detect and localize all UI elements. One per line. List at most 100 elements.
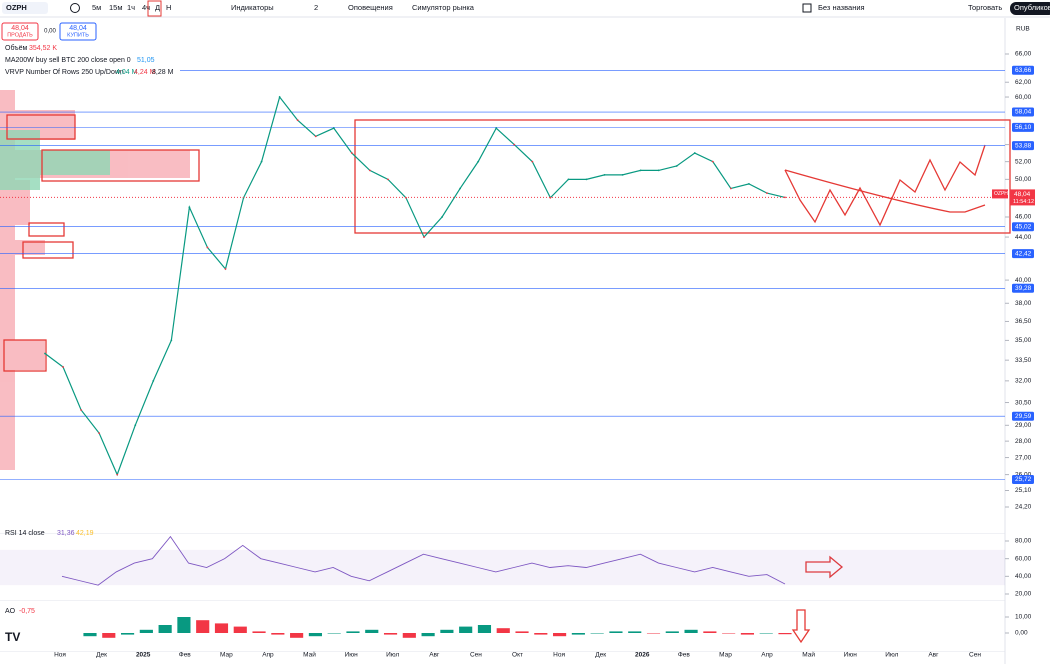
ao-bar (214, 623, 229, 633)
layouts[interactable]: 2 (314, 3, 318, 12)
y-tick-label: 26,00 (1015, 471, 1032, 478)
ao-tick-label: 0,00 (1015, 630, 1028, 637)
ao-bar (534, 633, 548, 635)
interval[interactable]: 4ч (142, 3, 150, 12)
spread: 0,00 (44, 29, 56, 35)
ao-bar (383, 633, 398, 635)
y-tick-label: 66,00 (1015, 51, 1032, 58)
buy-btn[interactable] (59, 22, 97, 41)
sell-price[interactable]: 48,04 (11, 25, 29, 32)
price-point (368, 169, 371, 172)
ao-tick-label: 10,00 (1015, 614, 1032, 621)
x-tick-label: Июл (885, 652, 898, 659)
pane-sep (0, 600, 1005, 601)
interval[interactable]: 1ч (127, 3, 135, 12)
y-tick-label: 29,00 (1015, 422, 1032, 429)
y-tick-label: 38,00 (1015, 300, 1032, 307)
level-box (1012, 283, 1034, 293)
symbol-box[interactable] (2, 2, 48, 14)
x-tick-label: Ноя (54, 652, 66, 659)
symbol[interactable]: OZPH (6, 3, 27, 12)
price-point (513, 143, 516, 146)
ao-bar (177, 617, 191, 633)
last-label: 48,04 (1014, 191, 1031, 198)
price-point (585, 178, 588, 181)
x-tick-label: Май (802, 651, 815, 659)
replay[interactable]: Симулятор рынка (412, 3, 475, 12)
sell-btn[interactable] (1, 22, 39, 41)
interval[interactable]: 15м (109, 3, 123, 12)
level-label: 39,28 (1015, 285, 1032, 292)
price-point (62, 366, 64, 368)
buy[interactable]: КУПИТЬ (67, 32, 89, 38)
publish[interactable]: Опубликовать (1014, 3, 1050, 12)
price-point (44, 352, 46, 355)
pane-sep (0, 533, 1005, 534)
y-tick-label: 33,50 (1015, 357, 1032, 364)
vrvp-up: 4,04 M (116, 69, 138, 76)
ao-bar (609, 631, 623, 633)
ao-bar (139, 629, 153, 633)
x-tick-label: Апр (262, 652, 274, 659)
x-tick-label: Ноя (553, 652, 565, 659)
trade[interactable]: Торговать (968, 3, 1002, 12)
ao-bar (233, 626, 247, 633)
x-tick-label: Июн (345, 652, 359, 659)
y-tick-label: 32,00 (1015, 378, 1032, 385)
price-point (621, 173, 624, 176)
x-tick-label: Дек (96, 652, 107, 659)
x-tick-label: Июн (844, 652, 858, 659)
rsi-legend: RSI 14 close (5, 530, 45, 537)
price-point (80, 409, 82, 411)
ao-bar (684, 629, 698, 633)
interval[interactable]: Д (155, 3, 160, 12)
ao-bar (365, 629, 379, 633)
rsi-tick-label: 40,00 (1015, 573, 1032, 580)
y-tick-label: 50,00 (1015, 176, 1032, 183)
ao-bar (628, 631, 642, 633)
annot-box (147, 0, 162, 17)
x-tick-label: Сен (969, 652, 981, 659)
level-box (1012, 249, 1034, 259)
sell[interactable]: ПРОДАТЬ (7, 32, 33, 38)
y-tick-label: 60,00 (1015, 94, 1032, 101)
interval[interactable]: 5м (92, 3, 101, 12)
symbol-tag-label: OZPH (994, 191, 1008, 197)
compare-icon[interactable] (70, 3, 80, 13)
publish-btn[interactable] (1010, 2, 1050, 15)
ao-bar (290, 633, 304, 638)
ao-bar (703, 631, 717, 633)
ao-bar (102, 633, 116, 638)
ao-bar (252, 631, 266, 633)
layout-name[interactable]: Без названия (818, 3, 865, 12)
price-point (748, 182, 750, 185)
vrvp-down: 4,24 M (134, 69, 156, 76)
level-label: 56,10 (1015, 124, 1032, 131)
symbol-tag (992, 189, 1008, 199)
y-tick-label: 24,20 (1015, 504, 1032, 511)
interval[interactable]: Н (166, 3, 171, 12)
drawings (3, 114, 1011, 644)
buy-price[interactable]: 48,04 (69, 25, 87, 32)
ao-bar (740, 633, 755, 635)
ao-bar (759, 633, 773, 634)
indicators[interactable]: Индикаторы (231, 3, 274, 12)
ao-bar (553, 633, 567, 637)
price-point (459, 187, 462, 190)
ao-bar (440, 629, 454, 633)
checkbox[interactable] (802, 3, 812, 13)
x-tick-label: Авг (429, 652, 440, 659)
pane-sep (0, 651, 1005, 652)
vrvp-legend: VRVP Number Of Rows 250 Up/Down (5, 69, 124, 76)
price-point (98, 432, 101, 435)
price-point (423, 236, 425, 238)
level-box (1012, 122, 1034, 132)
x-tick-label: Мар (719, 652, 732, 659)
x-tick-label: Авг (928, 652, 939, 659)
ao-bar (646, 633, 661, 634)
x-tick-label: Мар (220, 652, 233, 659)
price-point (314, 135, 317, 138)
alerts[interactable]: Оповещения (348, 3, 393, 12)
level-box (1012, 222, 1034, 232)
